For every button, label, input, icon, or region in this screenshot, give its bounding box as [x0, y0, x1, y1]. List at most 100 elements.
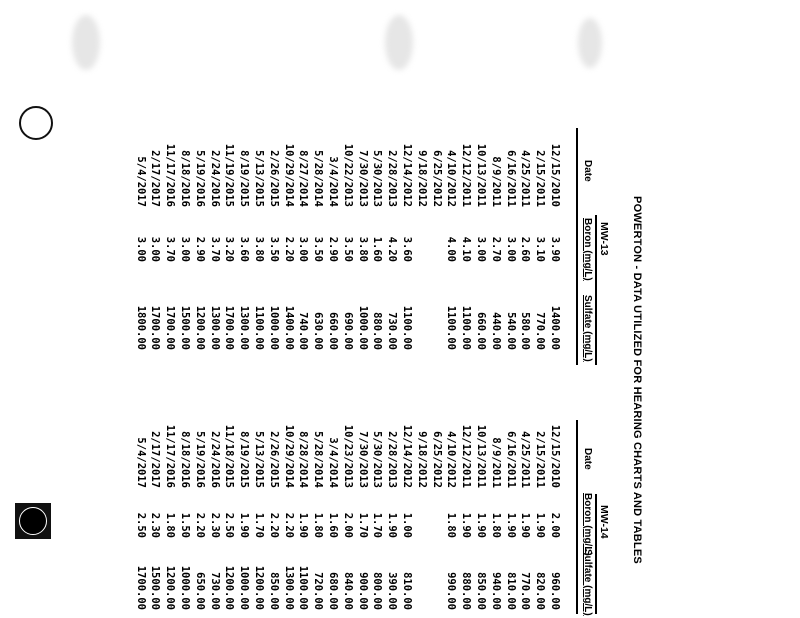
cell-boron: 1.70 [253, 512, 265, 538]
cell-boron: 2.30 [208, 512, 221, 538]
cell-sulfate: 1500.00 [179, 305, 191, 350]
cell-sulfate: 1000.00 [267, 305, 280, 350]
cell-boron: 1.90 [519, 512, 532, 538]
cell-boron: 3.70 [208, 236, 221, 262]
cell-sulfate: 690.00 [341, 312, 354, 350]
cell-date: 8/18/2016 [179, 150, 191, 207]
scan-smudge [72, 15, 100, 70]
cell-sulfate: 1500.00 [149, 565, 162, 610]
col-header-date: Date [582, 160, 593, 182]
cell-boron: 3.80 [253, 236, 265, 262]
cell-boron: 2.20 [267, 512, 280, 538]
cell-date: 3/4/2014 [327, 437, 339, 488]
cell-sulfate: 390.00 [386, 572, 399, 610]
col-header-sulfate: Sulfate (mg/L) [582, 295, 593, 362]
cell-sulfate: 880.00 [371, 312, 384, 350]
cell-date: 8/19/2015 [238, 431, 251, 488]
cell-sulfate: 1700.00 [223, 305, 236, 350]
cell-sulfate: 1700.00 [149, 305, 162, 350]
cell-date: 2/15/2011 [534, 431, 547, 488]
cell-date: 4/25/2011 [519, 431, 532, 488]
cell-date: 6/25/2012 [430, 150, 443, 207]
cell-date: 2/17/2017 [149, 431, 162, 488]
cell-boron: 1.90 [386, 512, 399, 538]
cell-sulfate: 660.00 [475, 312, 487, 350]
table-row: 5/28/2014 3.50 630.00 5/28/2014 1.80 720.00 [309, 0, 324, 618]
cell-boron: 3.00 [475, 236, 487, 262]
cell-boron: 1.90 [297, 512, 310, 538]
cell-date: 11/19/2015 [223, 143, 236, 207]
table-row: 2/15/2011 3.10 770.00 2/15/2011 1.90 820.00 [531, 0, 546, 618]
cell-boron: 2.90 [327, 236, 339, 262]
scan-smudge [385, 15, 413, 70]
table-row: 5/4/2017 3.00 1800.00 5/4/2017 2.50 1700.00 [132, 0, 147, 618]
cell-date: 10/13/2011 [475, 143, 487, 207]
cell-sulfate: 720.00 [312, 572, 325, 610]
table-row: 8/19/2015 3.60 1300.00 8/19/2015 1.90 1000.00 [235, 0, 250, 618]
cell-date: 4/25/2011 [519, 150, 532, 207]
cell-date: 9/18/2012 [415, 150, 428, 207]
cell-date: 9/18/2012 [415, 431, 428, 488]
cell-boron: 2.00 [341, 512, 354, 538]
cell-date: 5/19/2016 [193, 150, 206, 207]
cell-date: 8/19/2015 [238, 150, 251, 207]
table-row: 9/18/2012 9/18/2012 [413, 0, 428, 618]
header-underline [576, 128, 578, 365]
cell-date: 5/19/2016 [193, 431, 206, 488]
cell-date: 8/9/2011 [489, 437, 502, 488]
cell-date: 10/13/2011 [475, 424, 487, 488]
cell-boron: 1.90 [534, 512, 547, 538]
cell-sulfate: 540.00 [504, 312, 517, 350]
col-header-sulfate: Sulfate (mg/L) [582, 549, 593, 616]
cell-boron: 2.50 [134, 512, 147, 538]
cell-date: 10/23/2013 [341, 424, 354, 488]
cell-boron: 3.90 [549, 236, 561, 262]
cell-sulfate: 880.00 [460, 572, 473, 610]
cell-sulfate: 650.00 [193, 572, 206, 610]
cell-boron: 1.90 [238, 512, 251, 538]
cell-sulfate: 630.00 [312, 312, 325, 350]
table-row: 5/19/2016 2.90 1200.00 5/19/2016 2.20 650.00 [191, 0, 206, 618]
cell-sulfate: 1800.00 [134, 305, 147, 350]
cell-date: 5/28/2014 [312, 150, 325, 207]
cell-date: 12/15/2010 [549, 424, 561, 488]
table-row: 5/30/2013 1.60 880.00 5/30/2013 1.70 800.00 [368, 0, 383, 618]
cell-sulfate: 810.00 [504, 572, 517, 610]
col-header-boron: Boron (mg/L) [582, 218, 593, 281]
table-row: 8/27/2014 3.00 740.00 8/28/2014 1.90 1100.00 [294, 0, 309, 618]
cell-date: 8/9/2011 [489, 156, 502, 207]
cell-date: 5/4/2017 [134, 156, 147, 207]
cell-sulfate: 1700.00 [164, 305, 177, 350]
cell-sulfate: 730.00 [386, 312, 399, 350]
cell-sulfate: 1100.00 [253, 305, 265, 350]
cell-boron: 1.60 [327, 512, 339, 538]
cell-date: 5/4/2017 [134, 437, 147, 488]
cell-sulfate: 1200.00 [193, 305, 206, 350]
table-row: 7/30/2013 3.80 1000.00 7/30/2013 1.70 900.00 [354, 0, 369, 618]
cell-date: 12/12/2011 [460, 424, 473, 488]
header-rule [595, 494, 597, 614]
cell-date: 2/17/2017 [149, 150, 162, 207]
cell-sulfate: 740.00 [297, 312, 310, 350]
cell-sulfate: 940.00 [489, 572, 502, 610]
cell-boron: 3.70 [164, 236, 177, 262]
well-label-mw14: MW-14 [598, 505, 610, 539]
cell-boron: 3.00 [134, 236, 147, 262]
cell-date: 12/15/2010 [549, 143, 561, 207]
cell-boron: 3.10 [534, 236, 547, 262]
cell-boron: 3.00 [179, 236, 191, 262]
table-row: 4/10/2012 4.00 1100.00 4/10/2012 1.80 990.00 [442, 0, 457, 618]
cell-sulfate: 1300.00 [208, 305, 221, 350]
scan-mark-icon [15, 503, 51, 539]
scan-smudge [578, 18, 602, 68]
cell-date: 2/24/2016 [208, 150, 221, 207]
cell-sulfate: 850.00 [475, 572, 487, 610]
cell-date: 2/26/2015 [267, 150, 280, 207]
cell-boron: 1.50 [179, 512, 191, 538]
table-row: 4/25/2011 2.60 580.00 4/25/2011 1.90 770.00 [516, 0, 531, 618]
table-row: 8/9/2011 2.70 440.00 8/9/2011 1.80 940.00 [487, 0, 502, 618]
header-rule [595, 215, 597, 365]
cell-date: 6/16/2011 [504, 431, 517, 488]
col-header-boron: Boron (mg/L) [582, 493, 593, 556]
cell-date: 8/18/2016 [179, 431, 191, 488]
